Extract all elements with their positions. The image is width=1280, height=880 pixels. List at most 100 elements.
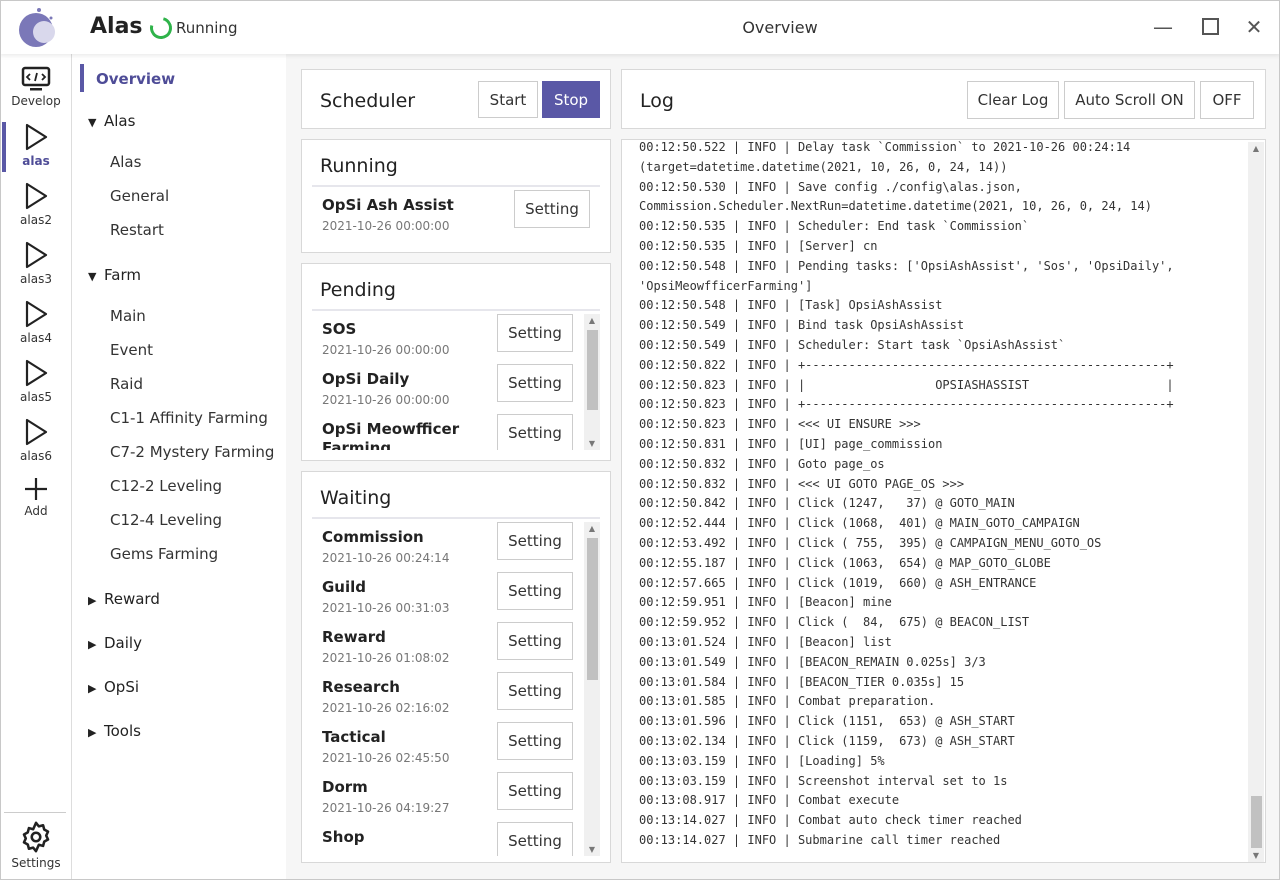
divider — [4, 812, 66, 813]
instance-alas5[interactable]: alas5 — [0, 358, 72, 404]
add-instance-button[interactable]: Add — [0, 476, 72, 518]
log-line: 00:12:59.951 | INFO | [Beacon] mine — [639, 595, 892, 610]
task-setting-button[interactable]: Setting — [497, 364, 573, 402]
caret-right-icon: ▶ — [88, 682, 97, 695]
caret-right-icon: ▶ — [88, 638, 97, 651]
nav-group-farm[interactable]: ▼ Farm — [88, 266, 141, 286]
nav-group-label: Daily — [104, 634, 142, 652]
nav-group-label: Farm — [104, 266, 141, 284]
nav-item[interactable]: Event — [110, 341, 153, 359]
task-time: 2021-10-26 02:45:50 — [322, 751, 450, 765]
nav-group-reward[interactable]: ▶ Reward — [88, 590, 160, 610]
close-icon[interactable]: ✕ — [1245, 15, 1263, 39]
nav-group-label: Tools — [104, 722, 141, 740]
instance-label: Add — [24, 504, 48, 518]
log-line: 00:12:57.665 | INFO | Click (1019, 660) … — [639, 575, 1037, 590]
start-button[interactable]: Start — [478, 81, 538, 118]
play-icon — [25, 241, 48, 269]
log-scrollbar[interactable]: ▲ ▼ — [1248, 142, 1264, 862]
nav-item[interactable]: Main — [110, 307, 146, 325]
nav-item[interactable]: C12-4 Leveling — [110, 511, 223, 529]
pending-scrollbar[interactable]: ▲ ▼ — [584, 314, 600, 450]
task-setting-button[interactable]: Setting — [497, 772, 573, 810]
task-name: Shop — [322, 828, 365, 846]
waiting-title: Waiting — [320, 487, 392, 509]
play-icon — [25, 359, 48, 387]
running-card: Running OpSi Ash Assist 2021-10-26 00:00:… — [301, 139, 611, 253]
task-name: OpSi Ash Assist — [322, 196, 454, 214]
instance-alas[interactable]: alas — [0, 122, 72, 168]
nav-group-alas[interactable]: ▼ Alas — [88, 112, 135, 132]
task-name: Commission — [322, 528, 424, 546]
code-monitor-icon — [21, 66, 51, 91]
auto-scroll-on-button[interactable]: Auto Scroll ON — [1064, 81, 1195, 119]
minimize-icon[interactable]: — — [1153, 15, 1173, 39]
scheduler-card: Scheduler Start Stop — [301, 69, 611, 129]
log-line: 00:13:14.027 | INFO | Submarine call tim… — [639, 832, 1001, 847]
divider — [312, 185, 600, 187]
develop-button[interactable]: Develop — [0, 66, 72, 108]
task-setting-button[interactable]: Setting — [514, 190, 590, 228]
clear-log-button[interactable]: Clear Log — [967, 81, 1059, 119]
task-time: 2021-10-26 00:24:14 — [322, 551, 450, 565]
nav-item[interactable]: General — [110, 187, 170, 205]
nav-overview[interactable]: Overview — [96, 70, 176, 88]
log-output[interactable]: 00:12:50.522 | INFO | Delay task `Commis… — [621, 139, 1266, 863]
task-item: SOS 2021-10-26 00:00:00 — [322, 320, 492, 358]
pending-title: Pending — [320, 279, 396, 301]
instance-alas6[interactable]: alas6 — [0, 417, 72, 463]
log-line: 00:12:59.952 | INFO | Click ( 84, 675) @… — [639, 615, 1030, 630]
waiting-scrollbar[interactable]: ▲ ▼ — [584, 522, 600, 856]
log-line: 00:12:50.549 | INFO | Scheduler: Start t… — [639, 337, 1066, 352]
log-line: 00:12:50.823 | INFO | <<< UI ENSURE >>> — [639, 417, 921, 432]
nav-group-label: OpSi — [104, 678, 140, 696]
task-item: OpSi Ash Assist 2021-10-26 00:00:00 — [322, 196, 492, 234]
settings-button[interactable]: Settings — [0, 820, 72, 870]
nav-item[interactable]: C1-1 Affinity Farming — [110, 409, 268, 427]
maximize-icon[interactable] — [1199, 16, 1221, 38]
instance-alas4[interactable]: alas4 — [0, 299, 72, 345]
nav-item[interactable]: Gems Farming — [110, 545, 219, 563]
task-setting-button[interactable]: Setting — [497, 414, 573, 450]
instance-alas3[interactable]: alas3 — [0, 240, 72, 286]
log-line: 00:12:50.535 | INFO | Scheduler: End tas… — [639, 219, 1030, 234]
play-icon — [25, 123, 48, 151]
nav-group-tools[interactable]: ▶ Tools — [88, 722, 141, 742]
caret-right-icon: ▶ — [88, 594, 97, 607]
task-setting-button[interactable]: Setting — [497, 672, 573, 710]
task-time: 2021-10-26 00:31:03 — [322, 601, 450, 615]
log-line: 00:13:03.159 | INFO | Screenshot interva… — [639, 773, 1008, 788]
play-icon — [25, 418, 48, 446]
task-setting-button[interactable]: Setting — [497, 572, 573, 610]
instance-alas2[interactable]: alas2 — [0, 181, 72, 227]
divider — [312, 517, 600, 519]
task-setting-button[interactable]: Setting — [497, 722, 573, 760]
log-line: 00:12:50.832 | INFO | <<< UI GOTO PAGE_O… — [639, 476, 965, 491]
page-title: Overview — [742, 18, 818, 37]
nav-item[interactable]: Raid — [110, 375, 143, 393]
task-name: Dorm — [322, 778, 368, 796]
caret-down-icon: ▼ — [88, 116, 97, 129]
nav-menu: Overview ▼ Alas Alas General Restart ▼ Farm Mai… — [72, 54, 286, 880]
nav-group-daily[interactable]: ▶ Daily — [88, 634, 142, 654]
nav-item[interactable]: C7-2 Mystery Farming — [110, 443, 275, 461]
pending-card: Pending SOS 2021-10-26 00:00:00 Setting Op… — [301, 263, 611, 461]
task-setting-button[interactable]: Setting — [497, 822, 573, 856]
task-setting-button[interactable]: Setting — [497, 622, 573, 660]
task-time: 2021-10-26 04:19:27 — [322, 801, 450, 815]
auto-scroll-off-button[interactable]: OFF — [1200, 81, 1254, 119]
nav-item[interactable]: C12-2 Leveling — [110, 477, 223, 495]
task-setting-button[interactable]: Setting — [497, 522, 573, 560]
log-line: Commission.Scheduler.NextRun=datetime.da… — [639, 199, 1152, 214]
nav-group-opsi[interactable]: ▶ OpSi — [88, 678, 139, 698]
task-setting-button[interactable]: Setting — [497, 314, 573, 352]
task-name: SOS — [322, 320, 357, 338]
nav-item[interactable]: Restart — [110, 221, 164, 239]
task-time: 2021-10-26 00:00:00 — [322, 219, 450, 233]
log-line: 'OpsiMeowfficerFarming'] — [639, 278, 813, 293]
task-item: OpSi Daily 2021-10-26 00:00:00 — [322, 370, 492, 408]
nav-item[interactable]: Alas — [110, 153, 142, 171]
log-line: (target=datetime.datetime(2021, 10, 26, … — [639, 159, 1008, 174]
stop-button[interactable]: Stop — [542, 81, 600, 118]
task-name: Tactical — [322, 728, 386, 746]
